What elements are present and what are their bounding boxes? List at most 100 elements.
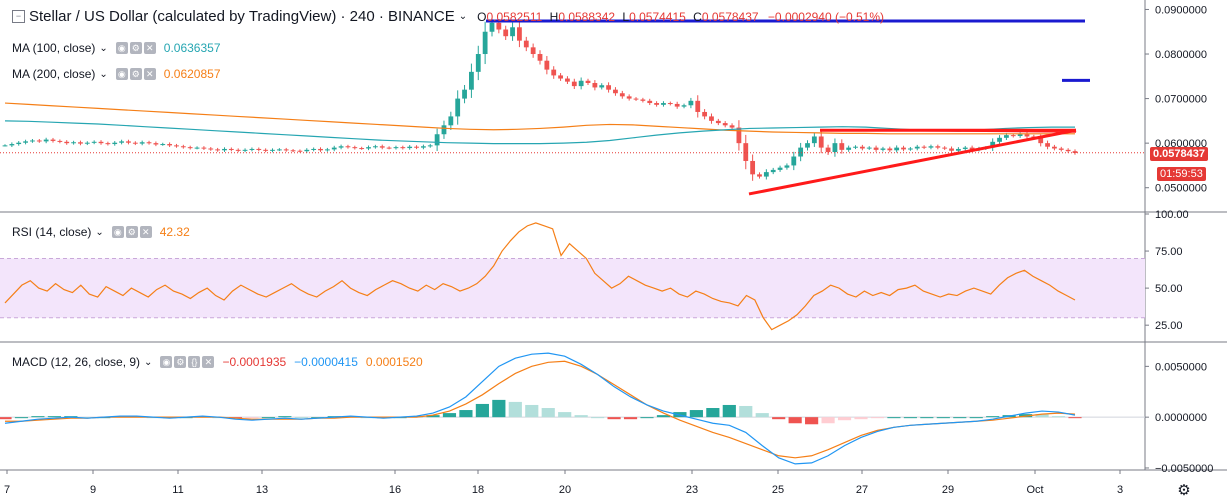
candle-body xyxy=(530,47,536,55)
candle-body xyxy=(407,146,413,149)
gear-icon[interactable]: ⚙ xyxy=(125,226,138,238)
candle-body xyxy=(565,78,570,82)
candle-body xyxy=(914,146,920,149)
time-tick-label: 7 xyxy=(4,484,10,496)
macd-label: MACD (12, 26, close, 9) xyxy=(12,355,141,369)
candle-body xyxy=(661,103,666,105)
price-tick-label: 0.0700000 xyxy=(1155,94,1207,106)
candle-body xyxy=(1010,135,1016,137)
candle-body xyxy=(98,141,104,144)
candle-body xyxy=(887,148,893,151)
macd-histogram-bar xyxy=(508,401,522,418)
macd-histogram-bar xyxy=(821,417,835,424)
eye-icon[interactable]: ◉ xyxy=(115,68,128,80)
macd-histogram-bar xyxy=(47,416,61,418)
eye-icon[interactable]: ◉ xyxy=(115,42,128,54)
macd-histogram-bar xyxy=(837,417,852,421)
candle-body xyxy=(126,141,131,143)
candle-body xyxy=(798,147,804,157)
candle-body xyxy=(503,29,509,37)
close-icon[interactable]: ✕ xyxy=(143,42,156,54)
candle-body xyxy=(469,71,474,90)
candle-body xyxy=(91,141,97,143)
gear-icon[interactable]: ⚙ xyxy=(1177,481,1190,499)
gear-icon[interactable]: ⚙ xyxy=(174,356,187,368)
candle-body xyxy=(1017,134,1023,137)
candle-body xyxy=(619,93,625,97)
close-icon[interactable]: ✕ xyxy=(202,356,215,368)
candle-body xyxy=(359,148,365,150)
candle-body xyxy=(763,172,769,177)
candle-body xyxy=(84,142,90,144)
candle-body xyxy=(71,142,76,144)
candle-body xyxy=(352,147,358,149)
ma200-line xyxy=(4,102,1075,135)
close-icon[interactable]: ✕ xyxy=(139,226,152,238)
candle-body xyxy=(517,27,522,41)
ma200-legend[interactable]: MA (200, close) ⌄ ◉ ⚙ ✕ 0.0620857 xyxy=(12,67,221,81)
candle-body xyxy=(441,125,447,135)
candle-body xyxy=(112,142,118,145)
candle-body xyxy=(537,54,543,61)
macd-histogram-bar xyxy=(640,417,654,419)
candle-body xyxy=(297,150,303,152)
candle-body xyxy=(757,174,762,177)
ma100-legend[interactable]: MA (100, close) ⌄ ◉ ⚙ ✕ 0.0636357 xyxy=(12,41,221,55)
candle-body xyxy=(57,140,63,142)
candle-body xyxy=(132,142,138,144)
macd-histogram-bar xyxy=(0,417,12,420)
candle-body xyxy=(626,96,632,99)
candle-body xyxy=(455,98,461,117)
close-icon[interactable]: ✕ xyxy=(143,68,156,80)
eye-icon[interactable]: ◉ xyxy=(160,356,173,368)
candle-body xyxy=(839,143,845,150)
gear-icon[interactable]: ⚙ xyxy=(129,42,142,54)
candle-body xyxy=(174,145,179,147)
rsi-tick-label: 50.00 xyxy=(1155,283,1183,295)
candle-body xyxy=(1052,146,1057,149)
candle-body xyxy=(571,81,577,87)
macd-signal-line xyxy=(5,360,1076,459)
macd-histogram-bar xyxy=(887,417,901,419)
candle-body xyxy=(743,143,749,161)
ma200-label: MA (200, close) xyxy=(12,67,96,81)
candle-body xyxy=(928,146,934,148)
macd-histogram-bar xyxy=(1051,416,1066,418)
price-tick-label: 0.0500000 xyxy=(1155,183,1207,195)
macd-histogram-bar xyxy=(31,416,45,418)
macd-histogram-bar xyxy=(591,417,605,419)
candle-body xyxy=(1004,135,1009,138)
open-value: 0.0582511 xyxy=(486,9,543,24)
chevron-down-icon[interactable]: ⌄ xyxy=(95,226,104,238)
chevron-down-icon[interactable]: ⌄ xyxy=(99,68,108,80)
macd-histogram-bar xyxy=(1068,417,1082,419)
candle-body xyxy=(475,54,481,72)
candle-body xyxy=(921,146,927,148)
candle-body xyxy=(873,147,879,150)
candle-body xyxy=(729,125,735,128)
macd-histogram-bar xyxy=(772,417,786,420)
macd-histogram-bar xyxy=(739,405,753,418)
candle-body xyxy=(2,145,8,147)
rsi-legend[interactable]: RSI (14, close) ⌄ ◉ ⚙ ✕ 42.32 xyxy=(12,225,190,239)
macd-legend[interactable]: MACD (12, 26, close, 9) ⌄ ◉ ⚙{} ✕ −0.00019… xyxy=(12,355,423,369)
time-tick-label: 18 xyxy=(472,484,484,496)
candle-body xyxy=(283,149,289,151)
rsi-tick-label: 25.00 xyxy=(1155,320,1183,332)
gear-icon[interactable]: ⚙ xyxy=(129,68,142,80)
macd-histogram-bar xyxy=(245,417,259,419)
braces-icon[interactable]: {} xyxy=(188,356,201,368)
candle-body xyxy=(510,27,515,37)
candle-body xyxy=(962,147,968,149)
chevron-down-icon[interactable]: ⌄ xyxy=(458,11,468,22)
eye-icon[interactable]: ◉ xyxy=(111,226,124,238)
chevron-down-icon[interactable]: ⌄ xyxy=(144,356,153,368)
macd-histogram-bar xyxy=(607,417,621,420)
collapse-legend-icon[interactable]: − xyxy=(12,10,25,23)
candle-body xyxy=(811,136,817,144)
chevron-down-icon[interactable]: ⌄ xyxy=(99,42,108,54)
candle-body xyxy=(420,146,426,148)
last-price-label: 0.0578437 xyxy=(1150,147,1208,161)
candle-body xyxy=(654,103,660,105)
